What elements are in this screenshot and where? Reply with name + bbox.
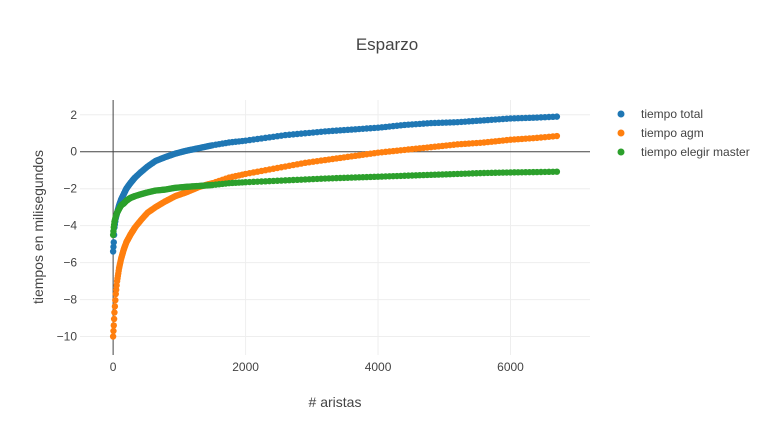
y-tick-label: −4 [63, 219, 77, 233]
legend-item[interactable]: tiempo total [617, 107, 704, 121]
x-tick-label: 0 [110, 360, 117, 374]
y-tick-label: 2 [70, 108, 77, 122]
y-tick-labels: 2 0 −2 −4 −6 −8 −10 [57, 108, 78, 344]
y-tick-label: −10 [57, 330, 78, 344]
y-tick-label: −2 [63, 182, 77, 196]
x-tick-label: 6000 [497, 360, 524, 374]
legend-item[interactable]: tiempo agm [617, 126, 704, 140]
data-point [553, 132, 561, 140]
series-1-points [109, 113, 561, 255]
legend-marker [617, 110, 625, 118]
legend-label: tiempo elegir master [641, 145, 750, 159]
data-point [110, 327, 117, 335]
data-point [110, 239, 117, 246]
data-point [109, 248, 117, 255]
legend-label: tiempo total [641, 107, 703, 121]
data-point [111, 309, 118, 316]
legend-marker [617, 129, 625, 137]
legend-label: tiempo agm [641, 126, 704, 140]
data-point [110, 322, 117, 329]
data-point [110, 315, 118, 323]
x-tick-label: 2000 [232, 360, 259, 374]
data-point [111, 303, 119, 310]
data-point [110, 243, 117, 251]
data-point [553, 168, 561, 175]
data-point [109, 333, 117, 340]
chart-title: Esparzo [356, 35, 418, 54]
data-points [109, 113, 561, 340]
series-2-points [109, 132, 561, 340]
legend[interactable]: tiempo total tiempo agm tiempo elegir mast… [617, 107, 750, 159]
y-tick-label: −8 [63, 293, 77, 307]
y-tick-label: −6 [63, 256, 77, 270]
legend-marker [617, 148, 625, 156]
legend-item[interactable]: tiempo elegir master [617, 145, 750, 159]
data-point [553, 113, 561, 120]
data-point [112, 296, 119, 304]
y-axis-label: tiempos en milisegundos [30, 150, 46, 304]
y-tick-label: 0 [70, 145, 77, 159]
series-3-points [109, 168, 561, 239]
x-tick-labels: 0 2000 4000 6000 [110, 360, 524, 374]
x-tick-label: 4000 [365, 360, 392, 374]
x-axis-label: # aristas [309, 394, 362, 410]
